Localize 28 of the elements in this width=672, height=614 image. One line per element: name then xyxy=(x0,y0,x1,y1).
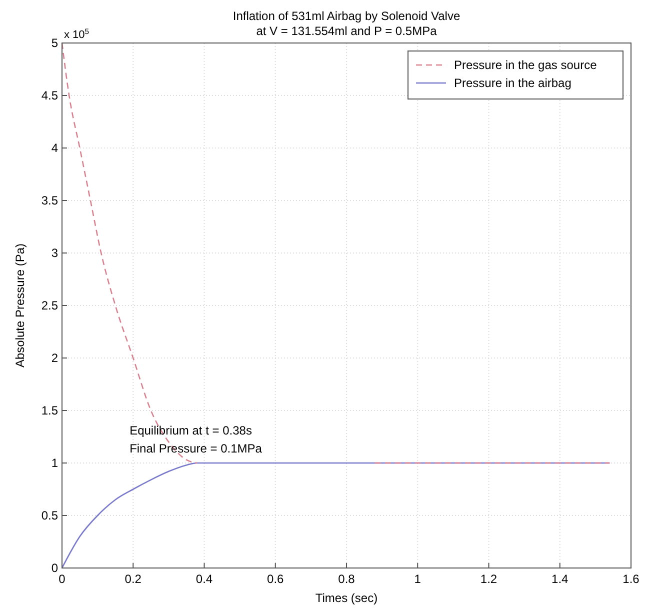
chart-subtitle: at V = 131.554ml and P = 0.5MPa xyxy=(256,24,438,38)
y-tick-label: 3 xyxy=(51,246,58,260)
legend-label: Pressure in the airbag xyxy=(454,76,572,90)
y-tick-label: 3.5 xyxy=(41,194,58,208)
chart-title: Inflation of 531ml Airbag by Solenoid Valve xyxy=(232,9,460,23)
y-tick-label: 2.5 xyxy=(41,298,58,312)
x-tick-label: 1.2 xyxy=(480,572,498,586)
x-tick-label: 1.4 xyxy=(552,572,569,586)
annotation: Final Pressure = 0.1MPa xyxy=(130,442,262,456)
x-tick-label: 1.6 xyxy=(622,572,640,586)
y-tick-label: 0 xyxy=(51,561,58,575)
x-tick-label: 0.2 xyxy=(124,572,142,586)
y-tick-label: 1.5 xyxy=(41,404,58,418)
y-tick-label: 5 xyxy=(51,36,58,50)
y-tick-label: 0.5 xyxy=(41,508,58,522)
x-tick-label: 0.8 xyxy=(338,572,356,586)
y-tick-label: 1 xyxy=(51,456,58,470)
x-axis-title: Times (sec) xyxy=(315,591,378,605)
annotation: Equilibrium at t = 0.38s xyxy=(130,424,252,438)
x-tick-label: 1 xyxy=(414,572,422,586)
y-axis-title: Absolute Pressure (Pa) xyxy=(13,243,27,368)
text: x 10$^{5}$ xyxy=(64,26,90,41)
x-tick-label: 0.4 xyxy=(196,572,213,586)
y-tick-label: 4.5 xyxy=(41,88,58,102)
y-tick-label: 4 xyxy=(51,141,58,155)
y-tick-label: 2 xyxy=(51,351,58,365)
x-tick-label: 0.6 xyxy=(267,572,284,586)
legend-label: Pressure in the gas source xyxy=(454,58,598,72)
